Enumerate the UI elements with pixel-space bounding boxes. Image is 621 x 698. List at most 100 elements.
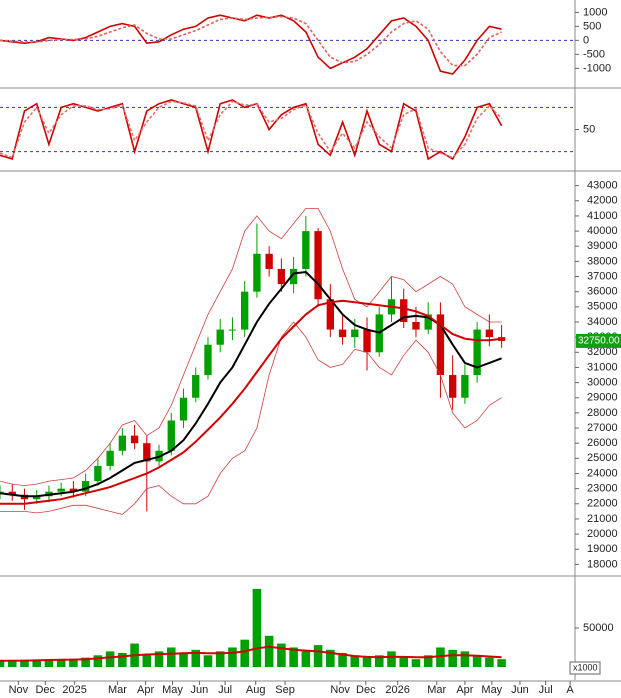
candle-body: [192, 375, 200, 398]
candle-body: [167, 420, 175, 451]
y-tick-label: 38000: [587, 255, 618, 267]
y-tick-label: 29000: [587, 392, 618, 404]
candle-body: [57, 488, 65, 492]
y-tick-label: -500: [583, 48, 605, 60]
y-tick-label: 30000: [587, 376, 618, 388]
y-tick-label: 39000: [587, 240, 618, 252]
y-tick-label: 32000: [587, 346, 618, 358]
volume-bar: [81, 657, 90, 667]
x-tick-label: Apr: [137, 684, 154, 696]
volume-bar: [20, 659, 29, 667]
y-tick-label: 22000: [587, 498, 618, 510]
candle-body: [461, 375, 469, 398]
y-tick-label: 50: [583, 123, 595, 135]
volume-bar: [228, 647, 237, 667]
candle-body: [33, 496, 41, 500]
y-tick-label: 1000: [583, 6, 607, 18]
volume-bar: [301, 651, 311, 667]
candle-body: [448, 375, 457, 398]
candle-body: [253, 253, 261, 292]
volume-bar: [191, 649, 201, 667]
y-tick-label: 43000: [587, 180, 618, 192]
series-line: [0, 299, 502, 505]
candle-body: [228, 329, 237, 331]
y-tick-label: 35000: [587, 301, 618, 313]
candle-body: [400, 299, 408, 322]
candle-body: [216, 329, 224, 345]
volume-bar: [0, 660, 5, 667]
candle-body: [8, 491, 16, 495]
candle-body: [412, 321, 420, 330]
y-tick-label: 50000: [583, 622, 614, 634]
x-tick-label: A: [566, 684, 574, 696]
candle-body: [265, 253, 273, 269]
volume-bar: [7, 661, 17, 667]
y-tick-label: 500: [583, 20, 601, 32]
volume-bar: [338, 652, 347, 667]
volume-bar: [44, 659, 54, 667]
series-line: [0, 270, 502, 498]
x-tick-label: 2026: [385, 684, 409, 696]
candle-body: [81, 481, 90, 492]
volume-bar: [154, 651, 164, 667]
series-line: [0, 15, 502, 67]
volume-bar: [179, 652, 188, 667]
volume-bar: [350, 655, 360, 667]
y-tick-label: 31000: [587, 361, 618, 373]
volume-bar: [497, 659, 506, 667]
last-price-box: [576, 333, 621, 348]
x-tick-label: Dec: [35, 684, 55, 696]
y-tick-label: 41000: [587, 210, 618, 222]
x-tick-label: Mar: [427, 684, 446, 696]
candle-body: [436, 314, 445, 376]
volume-bar: [362, 657, 372, 667]
volume-bar: [313, 645, 323, 667]
x-tick-label: Apr: [456, 684, 473, 696]
x-tick-label: Jun: [191, 684, 209, 696]
volume-bar: [166, 647, 176, 667]
candle-body: [94, 465, 102, 482]
volume-bar: [142, 655, 152, 667]
volume-bar: [485, 657, 494, 667]
y-tick-label: 28000: [587, 407, 618, 419]
candle-body: [363, 329, 371, 353]
volume-bar: [448, 649, 457, 667]
y-tick-label: 40000: [587, 225, 618, 237]
y-tick-label: -1000: [583, 62, 611, 74]
volume-bar: [472, 655, 482, 667]
volume-bar: [118, 652, 127, 667]
y-tick-label: 26000: [587, 437, 618, 449]
candle-body: [179, 397, 188, 421]
volume-bar: [93, 655, 103, 667]
volume-bar: [387, 651, 396, 667]
y-tick-label: 27000: [587, 422, 618, 434]
volume-bar: [277, 643, 286, 667]
candle-body: [241, 291, 249, 330]
candle-body: [69, 488, 78, 492]
y-tick-label: 25000: [587, 452, 618, 464]
candle-body: [302, 231, 310, 269]
y-tick-label: 19000: [587, 543, 618, 555]
y-tick-label: 0: [583, 34, 589, 46]
volume-bar: [203, 655, 213, 667]
volume-bar: [105, 651, 115, 667]
volume-bar: [289, 647, 298, 667]
candle-body: [473, 329, 481, 376]
y-tick-label: 21000: [587, 513, 618, 525]
candle-body: [130, 435, 139, 444]
candle-body: [118, 435, 127, 451]
candle-body: [351, 329, 359, 338]
volume-bar: [69, 659, 78, 667]
x-tick-label: Aug: [246, 684, 266, 696]
x-tick-label: May: [481, 684, 502, 696]
candle-body: [106, 450, 114, 466]
candle-body: [204, 344, 212, 376]
last-price-label: 32750.00: [578, 336, 620, 347]
x-tick-label: Jul: [539, 684, 553, 696]
series-line: [0, 645, 502, 662]
candle-body: [314, 231, 322, 300]
x-tick-label: May: [162, 684, 183, 696]
volume-bar: [460, 651, 470, 667]
